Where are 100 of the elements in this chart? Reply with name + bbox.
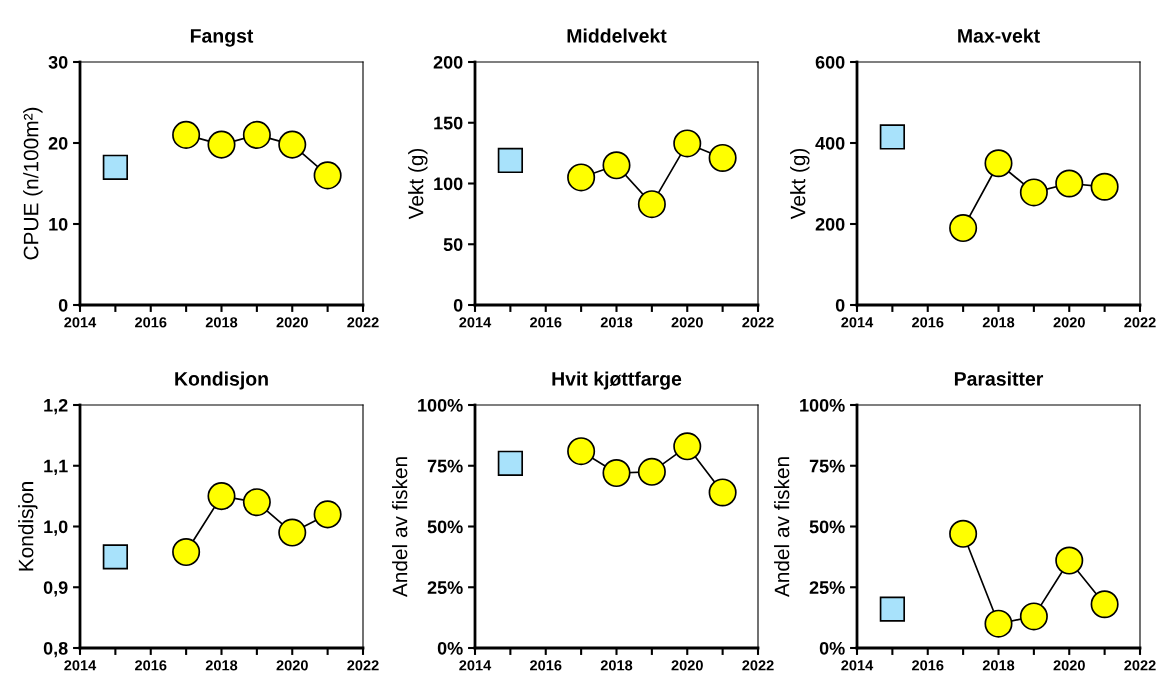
y-tick-label: 50% <box>809 520 845 534</box>
point <box>102 544 129 570</box>
x-tick-label: 2016 <box>530 660 562 671</box>
y-tick-label: 600 <box>815 55 845 69</box>
point <box>637 190 666 219</box>
point <box>949 519 978 548</box>
x-tick-label: 2014 <box>459 317 492 328</box>
y-tick-label: 0,8 <box>43 641 68 658</box>
point <box>879 596 906 622</box>
point <box>708 478 737 507</box>
x-tick-label: 2020 <box>671 317 703 328</box>
x-tick-label: 2020 <box>1053 660 1085 671</box>
y-tick-label: 20 <box>48 136 68 150</box>
point <box>242 120 271 149</box>
point <box>172 120 201 149</box>
x-tick-label: 2022 <box>347 660 379 671</box>
x-tick-label: 2016 <box>135 660 167 671</box>
chart-title: Kondisjon <box>175 371 268 390</box>
point <box>242 488 271 517</box>
chart-title: Parasitter <box>954 371 1044 386</box>
y-tick-label: 1,0 <box>44 520 68 536</box>
y-tick-label: 1,2 <box>44 398 68 415</box>
point <box>313 500 342 529</box>
y-tick-label: 0% <box>819 641 845 655</box>
chart-title: Hvit kjøttfarge <box>552 371 682 390</box>
point <box>879 124 906 150</box>
x-tick-label: 2016 <box>912 660 944 671</box>
point <box>602 151 631 180</box>
point <box>102 154 129 180</box>
x-tick-label: 2022 <box>347 317 379 328</box>
x-tick-label: 2014 <box>64 317 97 328</box>
y-tick-label: 0 <box>453 298 463 312</box>
y-tick-label: 0% <box>437 641 463 655</box>
x-tick-label: 2018 <box>600 317 633 328</box>
x-tick-label: 2018 <box>600 660 633 671</box>
y-tick-label: 50 <box>443 238 463 251</box>
y-tick-label: 0 <box>835 298 845 312</box>
y-tick-label: 75% <box>809 459 845 473</box>
y-tick-label: 100 <box>434 177 463 191</box>
point <box>207 482 236 511</box>
point <box>673 432 702 461</box>
y-axis-title: Vekt (g) <box>408 148 428 220</box>
point <box>1055 169 1084 198</box>
y-tick-label: 0 <box>58 298 68 312</box>
x-tick-label: 2018 <box>205 317 238 328</box>
point <box>567 437 596 466</box>
y-axis-title: Kondisjon <box>18 482 38 571</box>
y-tick-label: 10 <box>49 217 68 231</box>
point <box>708 143 737 173</box>
y-tick-label: 400 <box>815 136 845 150</box>
point <box>602 459 631 488</box>
x-tick-label: 2016 <box>135 317 167 328</box>
y-axis-title: Andel av fisken <box>392 457 408 598</box>
point <box>984 149 1013 178</box>
point <box>1019 178 1048 207</box>
chart-title: Fangst <box>190 29 254 47</box>
point <box>637 457 666 486</box>
point <box>1019 602 1048 631</box>
x-tick-label: 2018 <box>982 660 1015 671</box>
point <box>278 130 307 159</box>
y-tick-label: 25% <box>809 581 845 594</box>
point <box>673 129 702 158</box>
x-tick-label: 2018 <box>205 660 238 671</box>
y-tick-label: 30 <box>48 55 68 69</box>
point <box>1090 172 1119 201</box>
x-tick-label: 2020 <box>671 660 703 671</box>
x-tick-label: 2014 <box>459 660 492 671</box>
y-tick-label: 0,9 <box>43 581 68 597</box>
x-tick-label: 2022 <box>742 317 774 328</box>
x-tick-label: 2022 <box>1124 660 1156 671</box>
point <box>1090 590 1119 619</box>
point <box>1055 546 1084 575</box>
y-tick-label: 200 <box>433 55 463 69</box>
y-tick-label: 100% <box>418 398 463 412</box>
y-tick-label: 1,1 <box>44 459 68 476</box>
y-tick-label: 150 <box>434 116 463 130</box>
point <box>313 161 342 190</box>
y-tick-label: 25% <box>427 581 463 594</box>
x-tick-label: 2020 <box>276 660 308 671</box>
x-tick-label: 2022 <box>1124 317 1156 328</box>
y-tick-label: 75% <box>427 459 463 473</box>
y-axis-title: CPUE (n/100m²) <box>23 107 43 260</box>
point <box>497 147 524 174</box>
point <box>949 214 978 243</box>
y-axis-title: Andel av fisken <box>774 457 790 598</box>
point <box>172 537 201 567</box>
point <box>207 130 236 159</box>
y-tick-label: 200 <box>815 217 845 231</box>
x-tick-label: 2022 <box>742 660 774 671</box>
point <box>497 450 524 476</box>
x-tick-label: 2014 <box>841 660 874 671</box>
x-tick-label: 2020 <box>276 317 308 328</box>
y-tick-label: 100% <box>800 398 845 412</box>
y-axis-title: Vekt (g) <box>790 148 810 220</box>
x-tick-label: 2014 <box>64 660 97 671</box>
point <box>567 163 596 192</box>
chart-title: Middelvekt <box>567 28 667 43</box>
x-tick-label: 2018 <box>982 317 1015 328</box>
chart-title: Max-vekt <box>958 28 1040 43</box>
x-tick-label: 2020 <box>1053 317 1085 328</box>
